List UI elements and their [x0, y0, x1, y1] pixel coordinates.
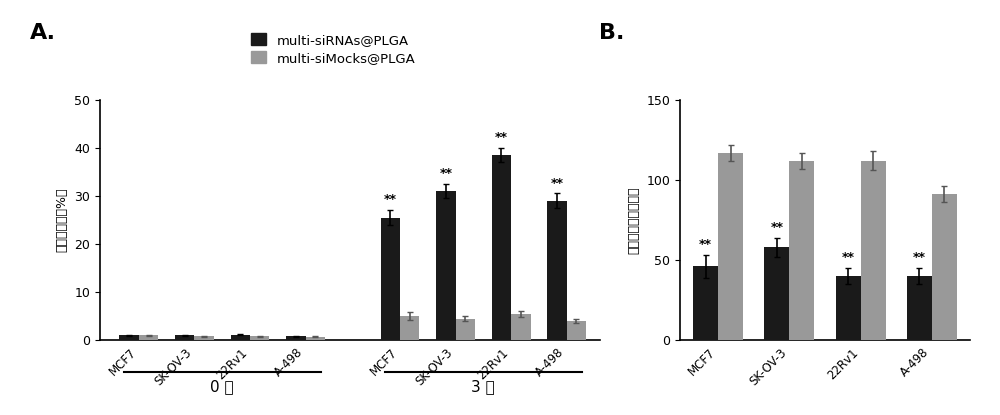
Bar [436, 191, 456, 340]
Bar [250, 337, 269, 340]
Bar [511, 314, 531, 340]
Legend: multi-siRNAs@PLGA, multi-siMocks@PLGA: multi-siRNAs@PLGA, multi-siMocks@PLGA [247, 29, 420, 68]
Bar [693, 266, 718, 340]
Text: **: ** [842, 251, 855, 264]
Bar [306, 337, 325, 340]
Bar [456, 319, 475, 340]
Bar [836, 276, 861, 340]
Text: 0 天: 0 天 [210, 379, 234, 394]
Bar [175, 335, 194, 340]
Bar [764, 247, 789, 340]
Text: A.: A. [30, 22, 56, 43]
Y-axis label: 细胞抑制率（%）: 细胞抑制率（%） [56, 188, 69, 252]
Bar [194, 337, 214, 340]
Text: **: ** [550, 177, 563, 190]
Bar [547, 201, 567, 340]
Bar [400, 316, 419, 340]
Bar [718, 153, 743, 340]
Text: 3 天: 3 天 [471, 379, 495, 394]
Text: **: ** [913, 251, 926, 264]
Bar [231, 334, 250, 340]
Bar [139, 335, 158, 340]
Bar [907, 276, 932, 340]
Bar [789, 161, 814, 340]
Bar [567, 321, 586, 340]
Bar [119, 335, 139, 340]
Text: **: ** [439, 167, 452, 180]
Bar [932, 194, 957, 340]
Bar [492, 155, 511, 340]
Bar [381, 217, 400, 340]
Text: **: ** [384, 193, 397, 207]
Text: **: ** [770, 221, 783, 234]
Bar [861, 161, 886, 340]
Text: **: ** [495, 131, 508, 144]
Text: **: ** [699, 238, 712, 251]
Text: B.: B. [599, 22, 624, 43]
Y-axis label: 每个孔的细胞侵袭数: 每个孔的细胞侵袭数 [628, 186, 641, 254]
Bar [286, 337, 306, 340]
